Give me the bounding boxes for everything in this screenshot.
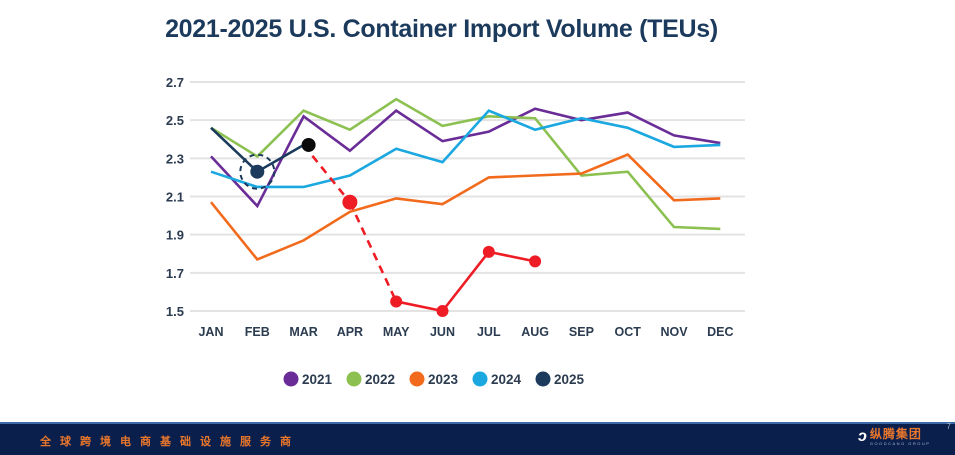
projection-segment	[441, 251, 490, 312]
series-line-2022	[210, 97, 721, 231]
y-tick-label: 1.5	[166, 304, 184, 319]
company-logo: ↄ 纵腾集团 GOODCANG GROUP	[858, 427, 931, 447]
projection-segment	[488, 250, 536, 263]
legend-marker-2021	[283, 371, 299, 387]
x-tick-label: OCT	[615, 325, 642, 339]
y-tick-label: 2.5	[166, 113, 184, 128]
x-tick-label: JUL	[477, 325, 501, 339]
legend-label-2023: 2023	[428, 372, 459, 387]
projection-point-may	[390, 295, 403, 308]
projection-dashed-segment	[302, 144, 351, 204]
projection-segment	[395, 300, 443, 313]
x-tick-label: APR	[337, 325, 363, 339]
logo-name-en: GOODCANG GROUP	[869, 441, 931, 446]
chart-title: 2021-2025 U.S. Container Import Volume (…	[0, 15, 955, 44]
projection-point-aug	[529, 255, 542, 268]
gridlines	[190, 81, 745, 312]
legend: 2021 2022 2023 2024 2025	[283, 371, 585, 387]
y-tick-label: 1.9	[166, 228, 184, 243]
x-tick-label: SEP	[569, 325, 594, 339]
legend-label-2022: 2022	[365, 372, 395, 387]
line-chart: 2.7 2.5 2.3 2.1 1.9 1.7 1.5 JAN FEB MAR APR MAY JUN…	[166, 75, 745, 387]
footer-slogan: 全球跨境电商基础设施服务商	[40, 436, 300, 448]
series-lines	[209, 97, 721, 262]
x-tick-label: JUN	[430, 325, 455, 339]
logo-name-cn: 纵腾集团	[869, 427, 922, 441]
logo-swirl-icon: ↄ	[858, 428, 867, 445]
chart-title-text: 2021-2025 U.S. Container Import Volume (…	[165, 15, 718, 43]
x-tick-label: NOV	[660, 325, 688, 339]
legend-marker-2022	[346, 371, 362, 387]
series-line-2023	[209, 152, 721, 262]
legend-label-2025: 2025	[554, 372, 585, 387]
page-number: 7	[946, 422, 951, 431]
x-tick-label: MAR	[289, 325, 317, 339]
legend-marker-2025	[535, 371, 551, 387]
x-tick-label: AUG	[521, 325, 549, 339]
projection-point-apr	[342, 194, 358, 210]
data-point-2025-feb	[250, 164, 265, 179]
x-tick-label: FEB	[245, 325, 270, 339]
x-tick-label: MAY	[383, 325, 410, 339]
y-tick-label: 2.3	[166, 151, 184, 166]
legend-marker-2024	[472, 371, 488, 387]
series-line-2024	[210, 109, 721, 189]
projection-dashed-segment	[348, 201, 398, 303]
y-tick-label: 2.1	[166, 190, 184, 205]
data-point-2025-mar	[301, 137, 316, 152]
footer-bar: 全球跨境电商基础设施服务商 ↄ 纵腾集团 GOODCANG GROUP 7	[0, 422, 955, 455]
y-tick-label: 1.7	[166, 266, 184, 281]
x-tick-label: JAN	[198, 325, 223, 339]
legend-label-2021: 2021	[302, 372, 333, 387]
legend-marker-2023	[409, 371, 425, 387]
legend-label-2024: 2024	[491, 372, 522, 387]
y-tick-label: 2.7	[166, 75, 184, 90]
x-tick-label: DEC	[707, 325, 733, 339]
projection-point-jun	[436, 305, 449, 317]
projection-point-jul	[482, 245, 495, 258]
x-axis-ticks: JAN FEB MAR APR MAY JUN JUL AUG SEP OCT NOV DEC	[198, 325, 733, 339]
highlight-dashed-circle	[239, 153, 276, 190]
annotations	[239, 137, 542, 317]
y-axis-ticks: 2.7 2.5 2.3 2.1 1.9 1.7 1.5	[166, 75, 184, 319]
